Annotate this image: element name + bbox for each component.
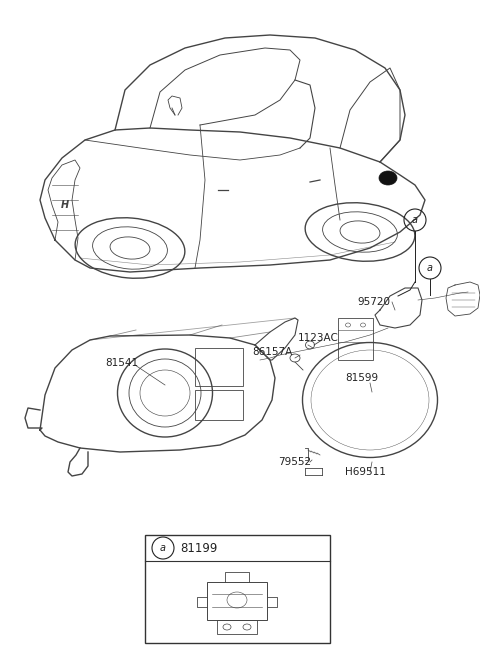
Bar	[195, 390, 243, 420]
Bar	[338, 318, 373, 360]
Text: H69511: H69511	[345, 467, 386, 477]
Text: 1123AC: 1123AC	[298, 333, 339, 343]
Text: 95720: 95720	[357, 297, 390, 307]
Text: 79552: 79552	[278, 457, 311, 467]
Text: 81199: 81199	[180, 542, 217, 555]
Text: a: a	[427, 263, 433, 273]
Text: 81541: 81541	[105, 358, 138, 368]
Bar	[145, 535, 330, 643]
Text: a: a	[412, 215, 418, 225]
Bar	[195, 348, 243, 386]
Text: a: a	[160, 543, 166, 553]
Text: H: H	[61, 200, 69, 210]
Text: 81599: 81599	[345, 373, 378, 383]
Ellipse shape	[379, 171, 397, 185]
Text: 86157A: 86157A	[252, 347, 292, 357]
Bar	[207, 582, 267, 620]
Bar	[217, 620, 257, 634]
